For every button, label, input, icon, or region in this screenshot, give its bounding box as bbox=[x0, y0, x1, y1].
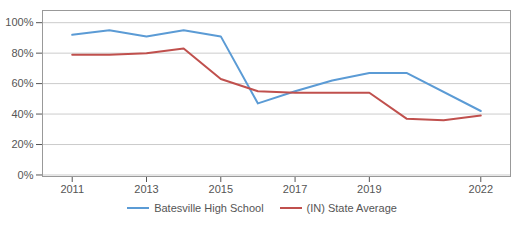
svg-text:2019: 2019 bbox=[357, 183, 381, 195]
svg-text:60%: 60% bbox=[11, 77, 33, 89]
svg-text:2022: 2022 bbox=[469, 183, 493, 195]
svg-text:40%: 40% bbox=[11, 108, 33, 120]
svg-text:100%: 100% bbox=[5, 16, 33, 28]
svg-text:2011: 2011 bbox=[60, 183, 84, 195]
html-text:(IN) State Average: (IN) State Average bbox=[306, 202, 397, 214]
svg-text:80%: 80% bbox=[11, 47, 33, 59]
html-text:Batesville High School: Batesville High School bbox=[154, 202, 264, 214]
svg-text:2013: 2013 bbox=[134, 183, 158, 195]
svg-text:0%: 0% bbox=[18, 168, 34, 180]
svg-text:2017: 2017 bbox=[283, 183, 307, 195]
svg-text:2015: 2015 bbox=[209, 183, 233, 195]
svg-text:20%: 20% bbox=[11, 138, 33, 150]
